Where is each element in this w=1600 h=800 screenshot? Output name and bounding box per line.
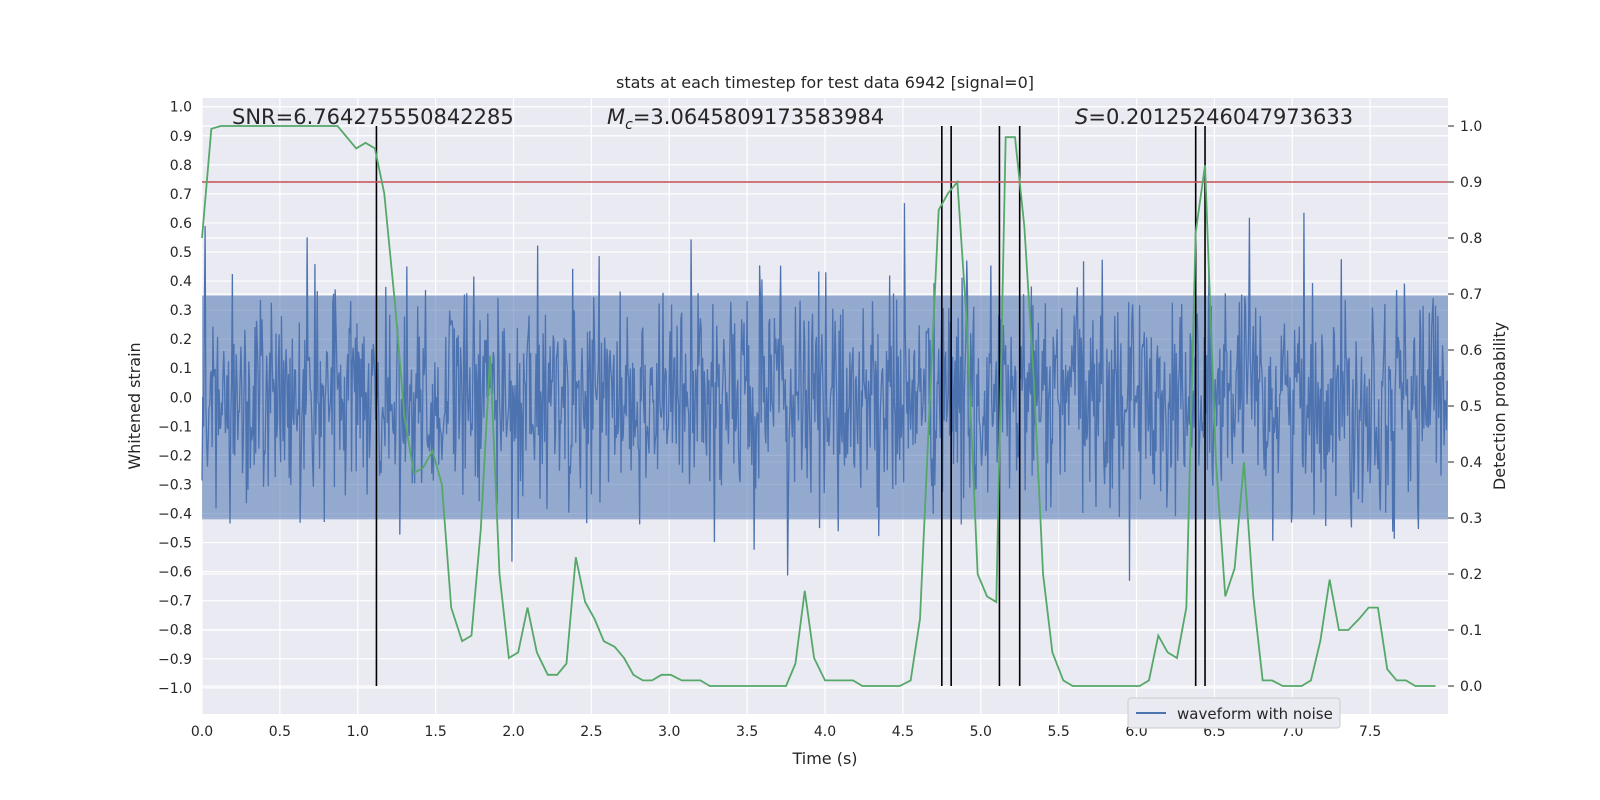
y-tick-label: 0.1 [170, 361, 192, 377]
y2-tick-label: 0.7 [1460, 287, 1482, 303]
y-tick-label: 0.8 [170, 158, 192, 174]
y-tick-label: −0.2 [158, 448, 192, 464]
y2-tick-label: 0.4 [1460, 455, 1482, 471]
waveform-noise-core [202, 295, 1448, 520]
x-tick-label: 3.0 [658, 724, 680, 740]
y2-tick-label: 0.6 [1460, 343, 1482, 359]
legend-label: waveform with noise [1177, 705, 1333, 723]
y-tick-label: 0.5 [170, 245, 192, 261]
y-axis-label: Whitened strain [125, 342, 144, 469]
y-tick-label: −0.6 [158, 565, 192, 581]
y-tick-label: −0.9 [158, 652, 192, 668]
y-tick-label: 0.2 [170, 332, 192, 348]
x-tick-label: 3.5 [736, 724, 758, 740]
mc-value: =3.0645809173583984 [633, 105, 884, 129]
y-tick-label: 0.0 [170, 390, 192, 406]
snr-annotation: SNR=6.764275550842285 [232, 105, 514, 129]
y-axis-ticks: 1.0 0.9 0.8 0.7 0.6 0.5 0.4 0.3 0.2 0.1 0.0 −0.1 −0.… [158, 100, 192, 697]
y-tick-label: 0.6 [170, 216, 192, 232]
x-tick-label: 0.0 [191, 724, 213, 740]
x-tick-label: 7.5 [1359, 724, 1381, 740]
x-axis-label: Time (s) [791, 749, 857, 768]
y2-axis-label: Detection probability [1490, 322, 1509, 490]
y2-axis-ticks: 1.0 0.9 0.8 0.7 0.6 0.5 0.4 0.3 0.2 0.1 0.0 [1448, 119, 1482, 695]
y2-tick-label: 0.2 [1460, 567, 1482, 583]
x-tick-label: 4.0 [814, 724, 836, 740]
y-tick-label: 0.7 [170, 187, 192, 203]
y2-tick-label: 0.5 [1460, 399, 1482, 415]
y-tick-label: 1.0 [170, 100, 192, 116]
y2-tick-label: 0.0 [1460, 679, 1482, 695]
y-tick-label: −0.5 [158, 536, 192, 552]
y-tick-label: −0.7 [158, 594, 192, 610]
y2-tick-label: 0.1 [1460, 623, 1482, 639]
detection-probability-line [201, 125, 1436, 687]
x-tick-label: 5.5 [1047, 724, 1069, 740]
y-tick-label: 0.4 [170, 274, 192, 290]
y2-tick-label: 1.0 [1460, 119, 1482, 135]
x-tick-label: 2.5 [580, 724, 602, 740]
chirp-mass-annotation: Mc=3.0645809173583984 [607, 105, 884, 133]
x-tick-label: 2.0 [502, 724, 524, 740]
y-tick-label: −0.4 [158, 507, 192, 523]
y-tick-label: 0.9 [170, 129, 192, 145]
detection-probability-series [201, 125, 1436, 687]
x-tick-label: 0.5 [269, 724, 291, 740]
chart-title: stats at each timestep for test data 694… [616, 73, 1034, 92]
y2-tick-label: 0.9 [1460, 175, 1482, 191]
y-tick-label: −1.0 [158, 681, 192, 697]
x-tick-label: 4.5 [892, 724, 914, 740]
vertical-markers [375, 126, 1206, 686]
x-tick-label: 5.0 [970, 724, 992, 740]
y2-tick-label: 0.3 [1460, 511, 1482, 527]
y-tick-label: 0.3 [170, 303, 192, 319]
waveform-noise-series [201, 203, 1448, 581]
y2-tick-label: 0.8 [1460, 231, 1482, 247]
s-symbol: S [1075, 105, 1088, 129]
y-tick-label: −0.1 [158, 419, 192, 435]
x-tick-label: 1.0 [347, 724, 369, 740]
s-value: =0.20125246047973633 [1088, 105, 1353, 129]
legend: waveform with noise [1127, 697, 1341, 729]
x-tick-label: 1.5 [424, 724, 446, 740]
y-tick-label: −0.3 [158, 477, 192, 493]
y-tick-label: −0.8 [158, 623, 192, 639]
s-annotation: S=0.20125246047973633 [1075, 105, 1353, 129]
mc-subscript: c [625, 117, 633, 133]
legend-box [1127, 697, 1341, 729]
mc-symbol: M [607, 105, 625, 129]
